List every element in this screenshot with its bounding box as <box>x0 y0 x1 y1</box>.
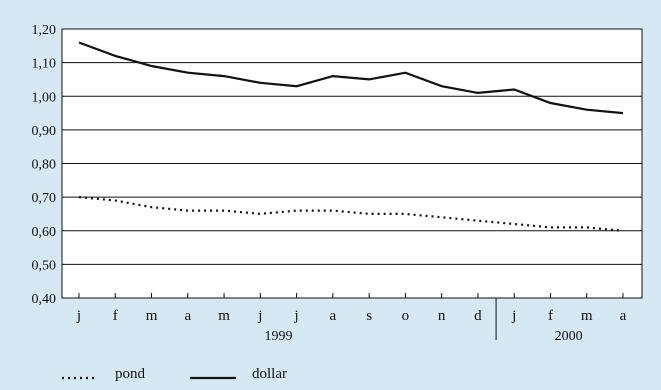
y-tick-label: 0,70 <box>32 191 57 206</box>
legend-label-dollar: dollar <box>252 366 287 382</box>
y-tick-label: 0,40 <box>32 292 57 307</box>
y-tick-label: 0,80 <box>32 158 57 173</box>
x-tick-label: j <box>76 308 81 324</box>
year-label-1999: 1999 <box>264 329 292 344</box>
series-line-pond <box>78 196 624 232</box>
x-tick-label: m <box>581 308 593 324</box>
x-tick-label: a <box>330 308 337 324</box>
x-tick-label: a <box>620 308 627 324</box>
year-label-2000: 2000 <box>555 329 583 344</box>
x-tick-label: f <box>548 308 553 324</box>
x-tick-label: m <box>146 308 158 324</box>
y-tick-label: 1,20 <box>32 23 57 38</box>
x-tick-label: s <box>366 308 372 324</box>
x-tick-label: j <box>294 308 299 324</box>
x-tick-label: d <box>474 308 482 324</box>
x-tick-label: f <box>113 308 118 324</box>
y-axis-ticks: 0,40 0,50 0,60 0,70 0,80 0,90 1,00 1,10 1,20 <box>32 23 57 307</box>
x-tick-label: o <box>402 308 410 324</box>
y-tick-label: 1,10 <box>32 57 57 72</box>
y-tick-label: 1,00 <box>32 90 57 105</box>
x-tick-label: a <box>184 308 191 324</box>
x-tick-label: n <box>438 308 446 324</box>
x-tick-label: j <box>257 308 262 324</box>
series-line-dollar <box>78 41 624 115</box>
gridlines <box>62 62 642 265</box>
x-tick-label: m <box>218 308 230 324</box>
legend-label-pond: pond <box>115 366 146 382</box>
legend: pond dollar <box>62 366 287 382</box>
x-tick-label: j <box>511 308 516 324</box>
y-tick-label: 0,90 <box>32 124 57 139</box>
y-tick-label: 0,50 <box>32 258 57 273</box>
y-tick-label: 0,60 <box>32 225 57 240</box>
